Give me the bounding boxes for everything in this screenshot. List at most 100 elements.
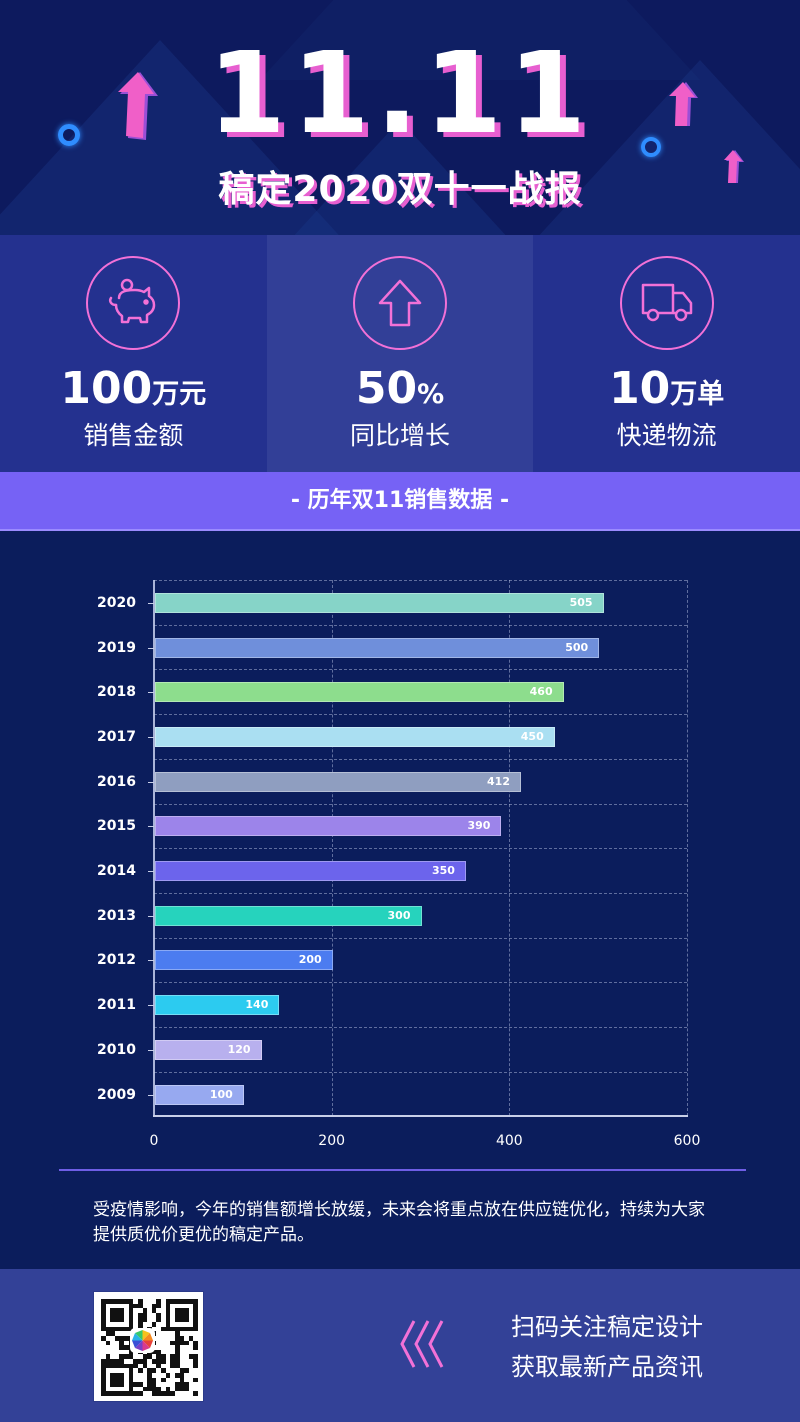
bar-value-label: 140 bbox=[245, 998, 269, 1012]
y-tick bbox=[148, 692, 154, 694]
bar-2015: 390 bbox=[155, 816, 502, 837]
grid-line-horizontal bbox=[154, 937, 687, 939]
grid-line-horizontal bbox=[154, 848, 687, 850]
cta-line-2: 获取最新产品资讯 bbox=[511, 1353, 703, 1381]
category-label: 2016 bbox=[97, 773, 136, 790]
category-label: 2011 bbox=[97, 997, 136, 1014]
category-label: 2009 bbox=[97, 1086, 136, 1103]
y-axis bbox=[153, 580, 155, 1117]
x-tick-label: 400 bbox=[495, 1133, 523, 1149]
x-tick-label: 600 bbox=[673, 1133, 701, 1149]
chart-area: 0 200 400 600 2020 505 2019 500 2018 460 2017 450 20… bbox=[0, 531, 800, 1269]
grid-line-horizontal bbox=[154, 758, 687, 760]
y-tick bbox=[148, 960, 154, 962]
bar-2013: 300 bbox=[155, 905, 422, 926]
category-label: 2012 bbox=[97, 952, 136, 969]
stat-value: 50% bbox=[355, 363, 445, 414]
footer: 扫码关注稿定设计 获取最新产品资讯 bbox=[0, 1269, 800, 1422]
bar-value-label: 100 bbox=[209, 1087, 233, 1101]
truck-icon bbox=[619, 256, 714, 350]
y-tick bbox=[148, 871, 154, 873]
grid-line-horizontal bbox=[154, 892, 687, 894]
category-label: 2020 bbox=[97, 594, 136, 611]
hero-header: 11.11 稿定2020双十一战报 bbox=[0, 0, 800, 235]
y-tick bbox=[148, 602, 154, 604]
bar-value-label: 450 bbox=[520, 729, 544, 743]
bar-2017: 450 bbox=[155, 726, 555, 747]
bar-value-label: 505 bbox=[569, 595, 593, 609]
y-tick bbox=[148, 736, 154, 738]
chevrons-left-icon bbox=[400, 1320, 444, 1368]
bar-2012: 200 bbox=[155, 950, 333, 971]
y-tick bbox=[148, 1049, 154, 1051]
summary-note: 受疫情影响，今年的销售额增长放缓，未来会将重点放在供应链优化，持续为大家提供质优… bbox=[93, 1200, 705, 1245]
category-label: 2018 bbox=[97, 684, 136, 701]
bar-value-label: 390 bbox=[467, 819, 491, 833]
category-label: 2017 bbox=[97, 728, 136, 745]
bg-triangle bbox=[180, 120, 620, 235]
bar-2011: 140 bbox=[155, 995, 280, 1016]
stat-sales: 100万元 销售金额 bbox=[0, 235, 267, 472]
cta-line-1: 扫码关注稿定设计 bbox=[511, 1313, 703, 1341]
section-title: - 历年双11销售数据 - bbox=[0, 472, 800, 531]
y-tick bbox=[148, 1094, 154, 1096]
arrow-up-decoration-icon bbox=[669, 82, 698, 126]
y-tick bbox=[148, 915, 154, 917]
stat-label: 同比增长 bbox=[350, 421, 451, 450]
bar-value-label: 200 bbox=[298, 953, 322, 967]
stat-label: 销售金额 bbox=[83, 421, 184, 450]
bar-2009: 100 bbox=[155, 1084, 244, 1105]
y-tick bbox=[148, 647, 154, 649]
grid-line-horizontal bbox=[154, 580, 687, 581]
bar-chart: 0 200 400 600 2020 505 2019 500 2018 460 2017 450 20… bbox=[0, 531, 800, 1171]
ring-decoration-icon bbox=[641, 137, 661, 157]
bar-value-label: 412 bbox=[487, 774, 510, 788]
follow-cta: 扫码关注稿定设计 获取最新产品资讯 bbox=[511, 1307, 771, 1387]
stat-growth: 50% 同比增长 bbox=[266, 235, 534, 472]
y-tick bbox=[148, 826, 154, 828]
qr-code[interactable] bbox=[93, 1291, 204, 1402]
bar-value-label: 300 bbox=[387, 908, 411, 922]
grid-line-horizontal bbox=[154, 1027, 687, 1028]
event-title: 11.11 bbox=[207, 29, 593, 159]
grid-line-horizontal bbox=[154, 803, 687, 805]
bar-2014: 350 bbox=[155, 861, 466, 882]
ring-decoration-icon bbox=[58, 124, 80, 146]
grid-line-horizontal bbox=[154, 624, 687, 626]
piggy-bank-icon bbox=[86, 256, 181, 350]
grid-line-vertical bbox=[687, 580, 688, 1116]
brand-logo-icon bbox=[130, 1328, 155, 1353]
stat-value: 10万单 bbox=[609, 363, 725, 414]
category-label: 2013 bbox=[97, 907, 136, 924]
bar-2018: 460 bbox=[155, 682, 564, 703]
grid-line-vertical bbox=[509, 580, 511, 1116]
bar-value-label: 120 bbox=[227, 1042, 251, 1056]
grid-line-horizontal bbox=[154, 982, 687, 984]
stats-panel: 100万元 销售金额 50% 同比增长 10万单 快递物流 bbox=[0, 235, 800, 472]
bar-2019: 500 bbox=[155, 637, 600, 658]
category-label: 2019 bbox=[97, 639, 136, 656]
grid-line-horizontal bbox=[154, 714, 687, 716]
bar-2010: 120 bbox=[155, 1039, 262, 1060]
x-tick-label: 200 bbox=[318, 1133, 346, 1149]
bar-value-label: 460 bbox=[529, 685, 553, 699]
arrow-up-icon bbox=[353, 256, 447, 350]
arrow-up-decoration-icon bbox=[118, 72, 158, 140]
grid-line-vertical bbox=[331, 580, 333, 1116]
x-axis bbox=[153, 1115, 688, 1117]
category-label: 2014 bbox=[97, 863, 136, 880]
stat-label: 快递物流 bbox=[616, 421, 717, 450]
arrow-up-decoration-icon bbox=[724, 150, 744, 183]
report-subtitle: 稿定2020双十一战报 bbox=[218, 169, 582, 210]
bg-triangle bbox=[480, 60, 800, 235]
bar-value-label: 500 bbox=[565, 640, 589, 654]
bg-triangle bbox=[260, 0, 700, 80]
bar-2020: 505 bbox=[155, 592, 604, 613]
grid-line-horizontal bbox=[154, 669, 687, 671]
bar-value-label: 350 bbox=[431, 864, 455, 878]
category-label: 2010 bbox=[97, 1041, 136, 1058]
category-label: 2015 bbox=[97, 818, 136, 835]
x-tick-label: 0 bbox=[149, 1133, 159, 1149]
bar-2016: 412 bbox=[155, 771, 521, 792]
stat-value: 100万元 bbox=[60, 363, 207, 414]
